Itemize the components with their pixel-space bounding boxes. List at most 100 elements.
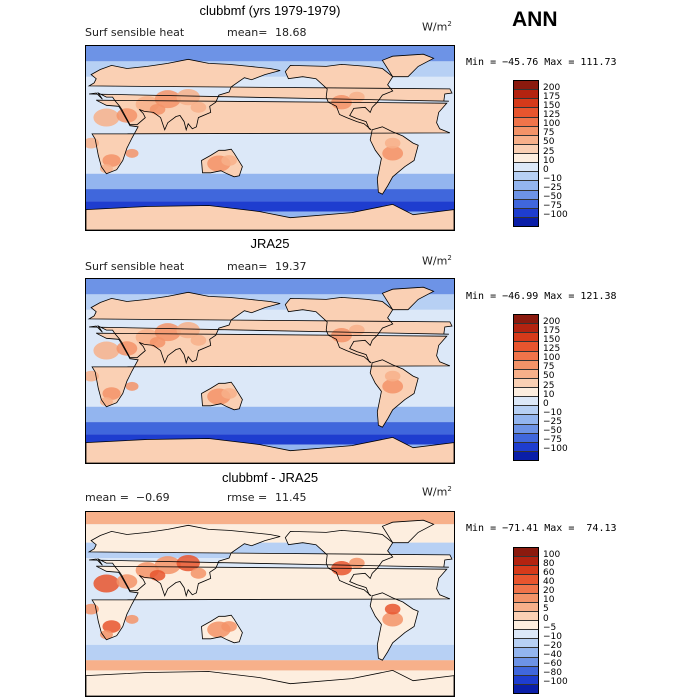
latitude-band xyxy=(86,660,454,671)
heat-anomaly-region xyxy=(149,336,166,348)
colorbar-swatch xyxy=(514,557,538,567)
heat-anomaly-region xyxy=(384,137,401,149)
colorbar-swatch xyxy=(514,388,538,398)
colorbar-swatch xyxy=(514,433,538,443)
units-exponent: 2 xyxy=(447,254,452,262)
stat-value: 11.45 xyxy=(275,491,307,504)
australia-coastline xyxy=(201,614,243,644)
eurasia-landmass xyxy=(89,59,452,130)
colorbar-swatch xyxy=(514,154,538,164)
heat-anomaly-region xyxy=(349,91,365,103)
colorbar-swatch xyxy=(514,451,538,460)
heat-anomaly-region xyxy=(93,341,120,360)
heat-anomaly-region xyxy=(384,603,401,615)
colorbar-tick-label: −25 xyxy=(543,182,562,193)
eurasia-landmass xyxy=(89,525,452,596)
colorbar-tick-label: −50 xyxy=(543,425,562,436)
colorbar-tick-label: 10 xyxy=(543,155,555,166)
units-base: W/m xyxy=(422,485,448,499)
colorbar-swatch xyxy=(514,351,538,361)
colorbar-tick-label: 100 xyxy=(543,119,561,130)
colorbar-tick-label: 25 xyxy=(543,146,555,157)
heat-anomaly-region xyxy=(384,370,401,382)
colorbar-tick-label: 40 xyxy=(543,577,555,588)
colorbar-swatch xyxy=(514,208,538,218)
colorbar-tick-label: −10 xyxy=(543,173,562,184)
colorbar xyxy=(513,80,539,227)
colorbar-swatch xyxy=(514,315,538,325)
colorbar-tick-label: 125 xyxy=(543,344,561,355)
heat-anomaly-region xyxy=(221,155,237,166)
colorbar-tick-label: 80 xyxy=(543,559,555,570)
colorbar-tick-label: −100 xyxy=(543,209,568,220)
north-america-coastline xyxy=(284,63,394,131)
colorbar-tick-label: 0 xyxy=(543,398,549,409)
colorbar-tick-label: 0 xyxy=(543,164,549,175)
colorbar-tick-label: 125 xyxy=(543,110,561,121)
panel-title: clubbmf - JRA25 xyxy=(221,470,319,485)
colorbar-tick-label: −40 xyxy=(543,649,562,660)
latitude-band xyxy=(86,406,454,423)
colorbar-swatch xyxy=(514,360,538,370)
colorbar-tick-label: −100 xyxy=(543,443,568,454)
map-plot xyxy=(85,278,455,464)
colorbar-tick-label: 75 xyxy=(543,362,555,373)
antarctica-coastline xyxy=(86,203,454,230)
colorbar-swatch xyxy=(514,342,538,352)
latitude-band xyxy=(86,201,454,212)
min-max-label: Min = −45.76 Max = 111.73 xyxy=(466,57,617,68)
colorbar-swatch xyxy=(514,378,538,388)
heat-anomaly-region xyxy=(125,614,139,624)
units-label: W/m2 xyxy=(422,485,452,499)
south-america-coastline xyxy=(369,126,419,195)
latitude-band xyxy=(86,173,454,190)
heat-anomaly-region xyxy=(190,567,207,579)
colorbar-tick-label: 0 xyxy=(543,613,549,624)
greenland-coastline xyxy=(381,53,435,78)
latitude-band xyxy=(86,189,454,202)
colorbar-tick-label: −75 xyxy=(543,200,562,211)
variable-label: Surf sensible heat xyxy=(85,26,185,39)
heat-anomaly-region xyxy=(93,108,120,127)
latitude-band xyxy=(86,512,454,525)
colorbar-swatch xyxy=(514,639,538,649)
colorbar-swatch xyxy=(514,135,538,145)
units-base: W/m xyxy=(422,254,448,268)
south-america-landmass xyxy=(370,359,419,428)
min-max-label: Min = −71.41 Max = 74.13 xyxy=(466,523,617,534)
eurasia-landmass xyxy=(89,292,452,363)
colorbar-tick-label: −80 xyxy=(543,667,562,678)
greenland-landmass xyxy=(382,520,434,543)
heat-anomaly-region xyxy=(154,90,181,109)
stat-label: mean= xyxy=(227,260,268,273)
colorbar-swatch xyxy=(514,217,538,226)
greenland-landmass xyxy=(382,54,434,77)
colorbar-swatch xyxy=(514,397,538,407)
south-america-landmass xyxy=(370,592,419,661)
heat-anomaly-region xyxy=(99,397,113,407)
stat-value: 18.68 xyxy=(275,26,307,39)
heat-anomaly-region xyxy=(116,108,138,123)
antarctica-coastline xyxy=(86,436,454,463)
stat-label: rmse = xyxy=(227,491,268,504)
south-america-landmass xyxy=(370,126,419,195)
colorbar-tick-label: 10 xyxy=(543,389,555,400)
colorbar-swatch xyxy=(514,424,538,434)
greenland-landmass xyxy=(382,287,434,310)
heat-anomaly-region xyxy=(221,621,237,632)
colorbar-swatch xyxy=(514,144,538,154)
colorbar-tick-label: 10 xyxy=(543,595,555,606)
heat-anomaly-region xyxy=(99,630,113,640)
colorbar-swatch xyxy=(514,117,538,127)
colorbar-swatch xyxy=(514,602,538,612)
stat-label: mean= xyxy=(227,26,268,39)
colorbar xyxy=(513,547,539,694)
greenland-coastline xyxy=(381,286,435,311)
colorbar-swatch xyxy=(514,81,538,91)
colorbar-tick-label: 175 xyxy=(543,326,561,337)
colorbar-tick-label: 5 xyxy=(543,604,549,615)
heat-anomaly-region xyxy=(102,620,121,633)
colorbar-swatch xyxy=(514,584,538,594)
colorbar-swatch xyxy=(514,172,538,182)
heat-anomaly-region xyxy=(349,324,365,336)
